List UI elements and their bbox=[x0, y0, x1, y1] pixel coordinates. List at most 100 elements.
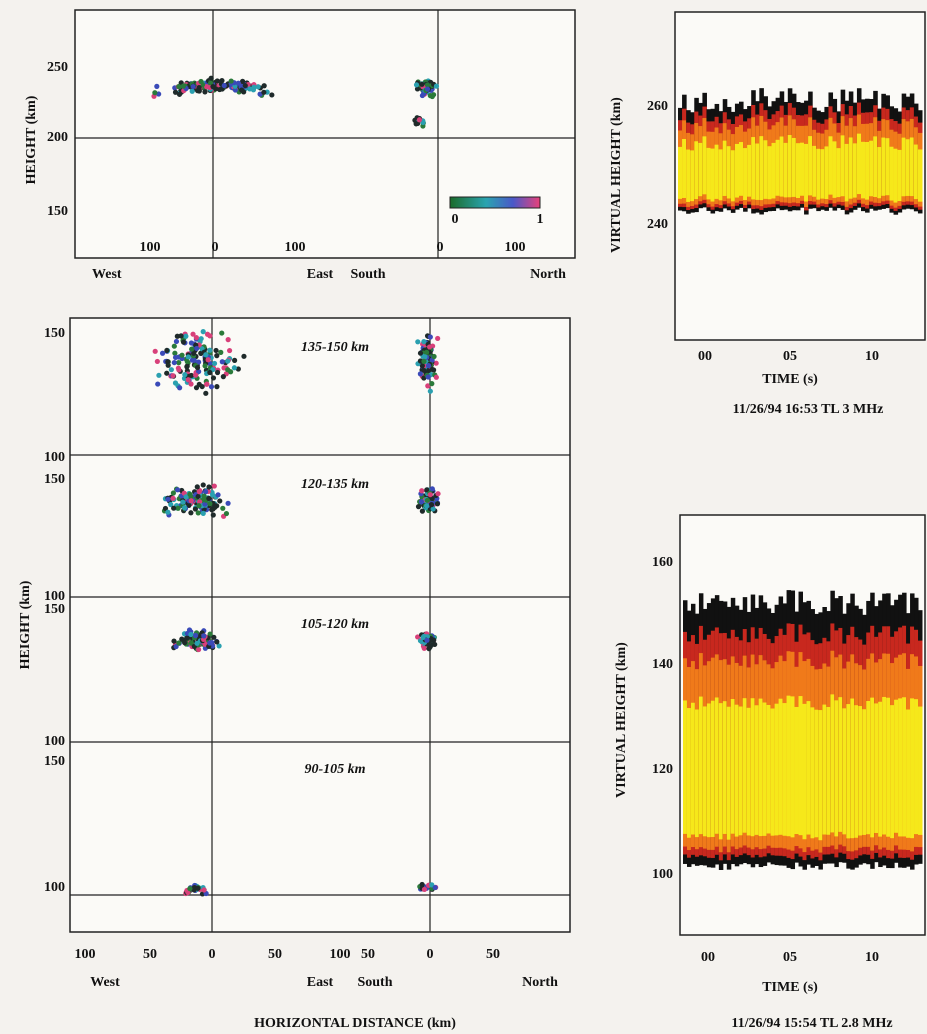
tick-label: 10 bbox=[865, 349, 879, 364]
echo-cell bbox=[770, 708, 776, 836]
echo-cell bbox=[814, 709, 819, 838]
echo-dot bbox=[175, 365, 182, 371]
echo-cell bbox=[743, 148, 748, 201]
echo-cell bbox=[810, 707, 815, 839]
echo-cell bbox=[766, 704, 772, 834]
echo-dot bbox=[211, 360, 218, 367]
echo-cell bbox=[886, 697, 891, 837]
echo-cell bbox=[755, 143, 760, 200]
echo-dot bbox=[194, 640, 200, 646]
echo-dot bbox=[214, 353, 220, 359]
echo-cell bbox=[869, 140, 874, 197]
echo-dot bbox=[185, 889, 191, 896]
echo-dot bbox=[221, 82, 227, 89]
echo-dot bbox=[424, 503, 430, 509]
echo-cell bbox=[686, 149, 691, 202]
echo-dot bbox=[204, 381, 210, 387]
echo-dot bbox=[152, 348, 158, 354]
echo-cell bbox=[840, 135, 846, 197]
echo-dot bbox=[435, 491, 441, 497]
echo-dot bbox=[214, 384, 220, 390]
echo-dot bbox=[415, 634, 421, 640]
echo-dot bbox=[154, 358, 160, 365]
echo-dot bbox=[210, 84, 216, 90]
echo-dot bbox=[207, 640, 213, 646]
echo-cell bbox=[762, 702, 768, 836]
echo-dot bbox=[201, 633, 207, 639]
echo-cell bbox=[722, 701, 728, 834]
echo-dot bbox=[413, 82, 420, 88]
echo-dot bbox=[420, 119, 426, 126]
echo-cell bbox=[913, 144, 919, 200]
echo-dot bbox=[192, 632, 199, 639]
echo-dot bbox=[177, 385, 183, 391]
echo-cell bbox=[730, 150, 736, 202]
echo-cell bbox=[718, 703, 724, 840]
echo-dot bbox=[429, 486, 435, 492]
echo-cell bbox=[846, 704, 851, 839]
x-title: TIME (s) bbox=[762, 980, 818, 995]
echo-cell bbox=[820, 149, 825, 199]
echo-dot bbox=[419, 881, 425, 888]
echo-cell bbox=[806, 701, 811, 835]
echo-cell bbox=[893, 148, 899, 203]
echo-dot bbox=[424, 487, 430, 493]
echo-dot bbox=[225, 358, 231, 364]
echo-dot bbox=[172, 89, 179, 95]
colorbar bbox=[449, 196, 541, 209]
echo-dot bbox=[195, 493, 201, 500]
echo-dot bbox=[155, 381, 161, 387]
echo-cell bbox=[910, 698, 915, 839]
echo-dot bbox=[228, 78, 234, 84]
echo-dot bbox=[173, 338, 180, 345]
echo-cell bbox=[905, 139, 911, 196]
echo-dot bbox=[218, 349, 224, 355]
echo-dot bbox=[195, 885, 201, 891]
echo-dot bbox=[427, 334, 433, 340]
tick-label: 100 bbox=[285, 240, 306, 255]
tick-label: 100 bbox=[652, 867, 673, 882]
echo-cell bbox=[702, 136, 707, 195]
echo-dot bbox=[214, 639, 220, 645]
echo-cell bbox=[738, 706, 744, 836]
echo-cell bbox=[775, 139, 781, 196]
echo-dot bbox=[190, 331, 196, 337]
echo-cell bbox=[914, 699, 919, 835]
tick-label: 100 bbox=[44, 734, 65, 749]
tick-label: 150 bbox=[44, 602, 65, 617]
tick-label: 250 bbox=[47, 60, 68, 75]
echo-cell bbox=[734, 704, 740, 837]
echo-dot bbox=[164, 347, 170, 354]
plot-art bbox=[151, 75, 923, 897]
echo-dot bbox=[228, 369, 234, 375]
echo-dot bbox=[432, 884, 438, 891]
echo-cell bbox=[834, 700, 839, 837]
echo-cell bbox=[726, 706, 732, 840]
tick-label: 50 bbox=[143, 947, 157, 962]
echo-cell bbox=[878, 701, 883, 837]
echo-cell bbox=[902, 697, 907, 837]
echo-dot bbox=[196, 646, 202, 653]
tick-label: 50 bbox=[486, 947, 500, 962]
echo-dot bbox=[194, 345, 200, 352]
echo-cell bbox=[698, 142, 703, 197]
caption: 11/26/94 15:54 TL 2.8 MHz bbox=[731, 1016, 892, 1031]
echo-dot bbox=[207, 347, 213, 353]
tick-label: North bbox=[530, 267, 566, 282]
tick-label: 05 bbox=[783, 950, 797, 965]
y-label: VIRTUAL HEIGHT (km) bbox=[609, 97, 624, 253]
echo-cell bbox=[858, 706, 863, 836]
echo-cell bbox=[906, 709, 911, 838]
tick-label: East bbox=[307, 267, 334, 282]
echo-dot bbox=[179, 636, 185, 642]
echo-dot bbox=[202, 489, 209, 495]
echo-cell bbox=[852, 143, 858, 198]
echo-dot bbox=[432, 641, 438, 648]
echo-cell bbox=[751, 137, 756, 200]
echo-cell bbox=[739, 142, 744, 196]
echo-dot bbox=[428, 502, 435, 508]
echo-dot bbox=[201, 887, 207, 893]
tick-label: 1 bbox=[537, 212, 544, 227]
echo-cell bbox=[690, 150, 695, 202]
echo-cell bbox=[866, 700, 871, 835]
